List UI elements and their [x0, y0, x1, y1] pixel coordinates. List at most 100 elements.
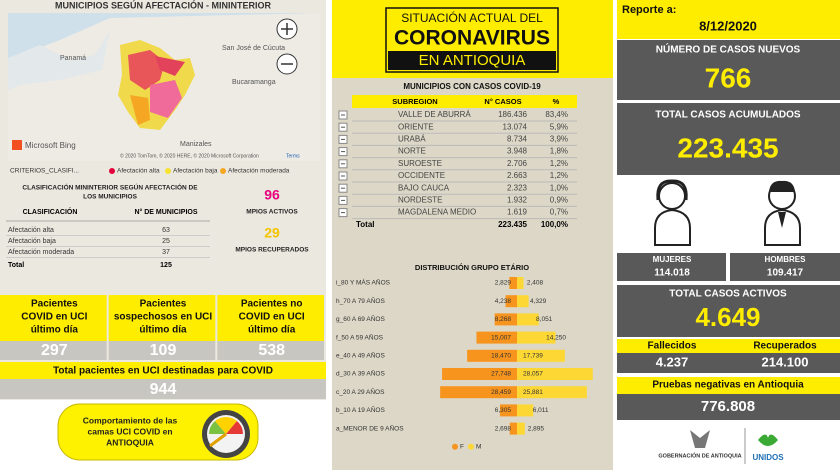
bar — [517, 368, 593, 380]
icu-total-box — [0, 379, 326, 399]
icu-header — [217, 295, 324, 341]
bar — [494, 313, 517, 326]
bar-value-label: 8,051 — [536, 316, 553, 323]
bar — [517, 349, 565, 362]
kpi-value: 29 — [264, 225, 280, 241]
table-cell: 2.323 — [507, 183, 528, 192]
bar — [517, 295, 529, 308]
uci-button[interactable]: Comportamiento de las camas UCI COVID en… — [57, 403, 259, 461]
table-header: N° CASOS — [484, 97, 521, 106]
category-label: i_80 Y MÁS AÑOS — [336, 278, 391, 287]
zoom-in-icon — [281, 23, 293, 35]
icu-header — [108, 295, 216, 341]
antioquia-moderate — [130, 95, 150, 125]
kpi-value: 96 — [264, 187, 280, 203]
deaths-label: Fallecidos — [648, 341, 697, 352]
category-label: h_70 A 79 AÑOS — [336, 296, 385, 305]
icon-tie — [778, 212, 786, 228]
bar — [442, 368, 517, 380]
table-total: 223.435 — [498, 220, 527, 229]
bar-value-label: 28,057 — [523, 371, 543, 378]
bar-value-label: 27,748 — [491, 371, 511, 378]
icu-label: último día — [31, 325, 79, 336]
table-cell: 0,9% — [550, 196, 568, 205]
bar-value-label: 25,881 — [523, 389, 543, 396]
map-label: Panamá — [60, 55, 86, 62]
table-cell: 83,4% — [545, 110, 568, 119]
recovered-value: 214.100 — [762, 354, 809, 369]
bar-value-label: 2,829 — [495, 280, 512, 287]
bar — [517, 313, 539, 326]
category-label: f_50 A 59 AÑOS — [336, 332, 384, 341]
table-title: MUNICIPIOS CON CASOS COVID-19 — [403, 82, 541, 91]
map-label: Manizales — [180, 141, 212, 148]
legend-swatch — [452, 443, 458, 450]
button-label: ANTIOQUIA — [106, 437, 154, 447]
table-cell: Afectación moderada — [8, 249, 74, 256]
bing-logo-icon — [12, 140, 22, 150]
men-value: 109.417 — [767, 268, 804, 279]
shield-logo — [690, 430, 710, 448]
map[interactable]: San José de Cúcuta Bucaramanga Panamá Ma… — [8, 13, 320, 161]
table-header: N° DE MUNICIPIOS — [134, 208, 197, 216]
icu-value-box — [0, 341, 107, 360]
table-cell: VALLE DE ABURRÁ — [398, 110, 471, 119]
active-box — [617, 285, 840, 337]
deaths-value: 4.237 — [656, 354, 689, 369]
gauge-needle — [209, 432, 227, 448]
icon-body — [654, 208, 691, 246]
tests-value: 776.808 — [701, 398, 755, 415]
legend-item: Afectación alta — [117, 168, 160, 175]
bar-value-label: 18,470 — [491, 353, 511, 360]
category-label: e_40 A 49 AÑOS — [336, 351, 385, 360]
bar — [517, 331, 556, 344]
table-cell: 8.734 — [507, 135, 528, 144]
table-cell: SUROESTE — [398, 159, 442, 168]
icu-label: Pacientes — [140, 299, 187, 310]
map-attribution: © 2020 TomTom, © 2020 HERE, © 2020 Micro… — [120, 152, 259, 159]
table-total: Total — [356, 220, 375, 229]
icu-value-box — [217, 341, 324, 360]
table-cell: 3.948 — [507, 147, 528, 156]
table-cell: 5,9% — [550, 122, 568, 131]
table-cell: 1,2% — [550, 159, 568, 168]
bar — [440, 386, 517, 399]
tests-label: Pruebas negativas en Antioquia — [652, 380, 804, 391]
map-land-panama — [8, 30, 110, 90]
classification-table: CLASIFICACIÓN N° DE MUNICIPIOS Afectación … — [6, 207, 210, 269]
table-total: 125 — [160, 262, 172, 269]
table-cell: Afectación alta — [8, 227, 54, 234]
button-label: camas UCI COVID en — [87, 426, 172, 436]
gauge-yellow — [215, 416, 237, 434]
table-cell: 1,2% — [550, 171, 568, 180]
logo-text: GOBERNACIÓN DE ANTIOQUIA — [658, 451, 741, 459]
recovered-label: Recuperados — [753, 341, 817, 352]
legend-item: Afectación moderada — [228, 168, 290, 175]
man-icon — [764, 180, 801, 246]
bar — [517, 277, 524, 289]
legend-label: F — [460, 444, 464, 451]
table-cell: 1.619 — [507, 208, 528, 217]
table-cell: NORDESTE — [398, 196, 442, 205]
table-cell: 1.932 — [507, 196, 528, 205]
title-line: EN ANTIOQUIA — [419, 52, 526, 69]
icu-label: Pacientes — [31, 299, 78, 310]
bar — [505, 295, 517, 308]
bar-value-label: 6,011 — [533, 407, 549, 414]
table-cell: 3,9% — [550, 135, 568, 144]
report-date: 8/12/2020 — [699, 18, 757, 33]
bar-value-label: 2,698 — [495, 425, 512, 432]
unidos-logo — [758, 434, 778, 446]
map-logo: Microsoft Bing — [25, 141, 76, 150]
classification-title: LOS MUNICIPIOS — [83, 194, 137, 201]
bar — [517, 422, 525, 435]
gauge-red — [226, 421, 244, 434]
icu-total-header — [0, 362, 326, 379]
active-value: 4.649 — [695, 302, 760, 332]
woman-icon — [654, 179, 691, 246]
table-header-bg — [352, 95, 577, 108]
map-terms[interactable]: Terms — [286, 153, 300, 159]
table-cell: 37 — [162, 249, 170, 256]
icon-head — [658, 182, 686, 210]
